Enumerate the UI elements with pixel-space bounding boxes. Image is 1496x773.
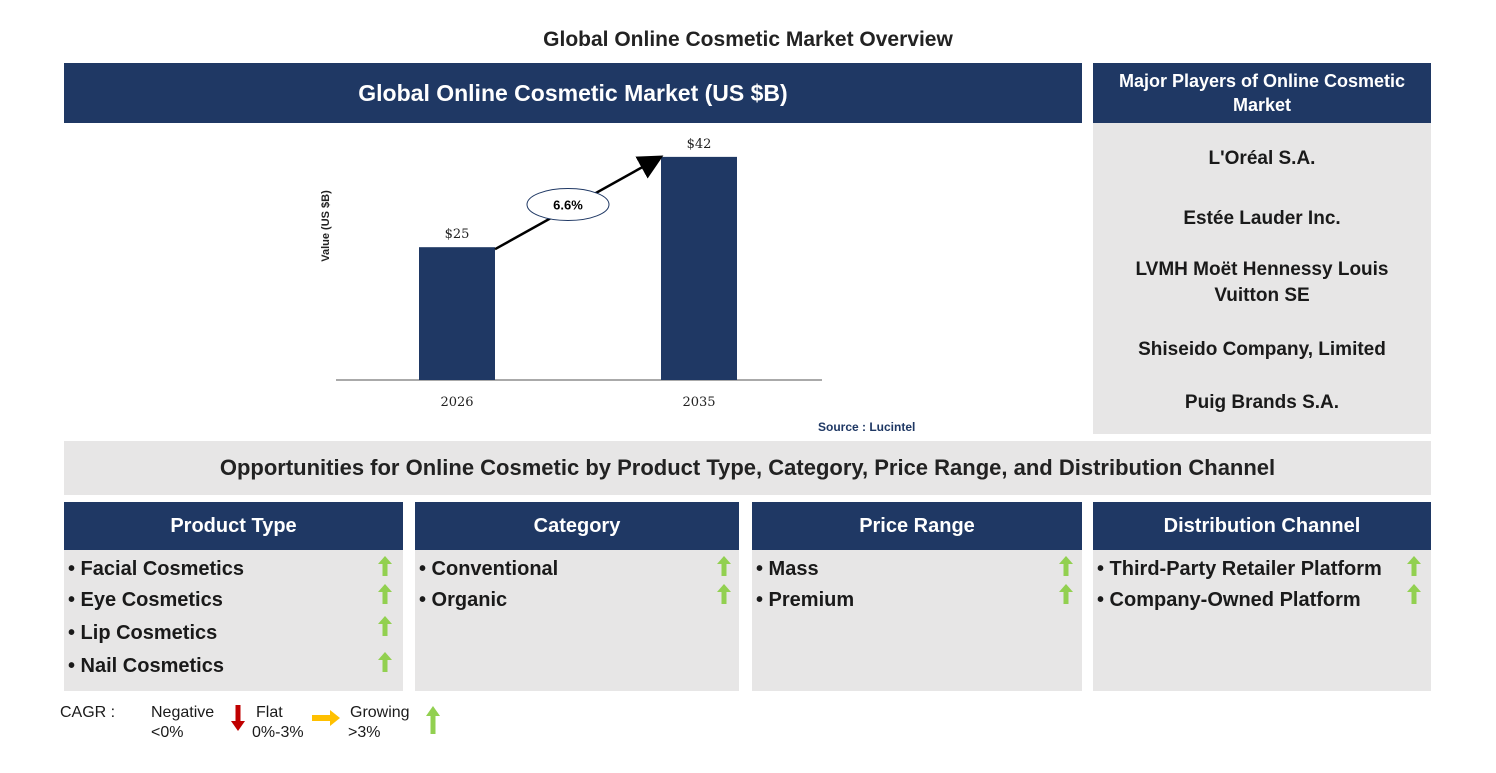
cagr-badge	[526, 188, 610, 222]
flat-arrow-icon	[312, 710, 340, 726]
legend-flat-range: 0%-3%	[252, 724, 304, 741]
legend-growing-range: >3%	[348, 724, 381, 741]
growing-arrow-icon	[378, 616, 392, 636]
segment-panel-price-range: • Mass • Premium	[752, 550, 1082, 691]
segment-header-category: Category	[415, 502, 739, 550]
data-label-2035: $42	[687, 137, 712, 152]
players-panel: L'Oréal S.A. Estée Lauder Inc. LVMH Moët…	[1093, 123, 1431, 434]
legend-cagr-label: CAGR :	[60, 704, 116, 721]
segment-item: • Organic	[419, 589, 508, 611]
segment-panel-distribution-channel: • Third-Party Retailer Platform • Compan…	[1093, 550, 1431, 691]
growing-arrow-icon	[1059, 556, 1073, 576]
legend-negative-range: <0%	[151, 724, 184, 741]
segment-item: • Company-Owned Platform	[1097, 589, 1361, 611]
growing-arrow-icon	[1407, 584, 1421, 604]
segment-header-product-type: Product Type	[64, 502, 403, 550]
segment-header-price-range: Price Range	[752, 502, 1082, 550]
growing-arrow-icon	[717, 556, 731, 576]
growing-arrow-icon	[717, 584, 731, 604]
segment-item: • Premium	[756, 589, 855, 611]
player-item: LVMH Moët Hennessy Louis Vuitton SE	[1135, 259, 1389, 306]
market-bar-chart: Value (US $B) $25 2026 $42 2035 6.6% Source…	[320, 137, 915, 434]
y-axis-label: Value (US $B)	[320, 190, 332, 262]
bar-2026	[419, 247, 495, 380]
growing-arrow-icon	[1059, 584, 1073, 604]
opportunities-banner: Opportunities for Online Cosmetic by Pro…	[64, 441, 1431, 495]
cagr-label: 6.6%	[553, 198, 583, 213]
negative-arrow-icon	[231, 705, 245, 731]
page-title: Global Online Cosmetic Market Overview	[543, 28, 953, 51]
growing-arrow-icon	[1407, 556, 1421, 576]
segment-item: • Nail Cosmetics	[68, 655, 224, 677]
segment-item: • Facial Cosmetics	[68, 558, 244, 580]
source-label: Source : Lucintel	[818, 420, 915, 434]
growing-arrow-icon	[426, 706, 440, 734]
segment-item: • Conventional	[419, 558, 559, 580]
legend-negative-label: Negative	[151, 704, 215, 721]
player-item: Estée Lauder Inc.	[1183, 208, 1341, 229]
bar-2035	[661, 156, 737, 380]
legend-growing-label: Growing	[350, 704, 410, 721]
legend-flat-label: Flat	[256, 704, 283, 721]
player-item: Shiseido Company, Limited	[1138, 339, 1386, 360]
segment-panel-category: • Conventional • Organic	[415, 550, 739, 691]
data-label-2026: $25	[445, 227, 470, 242]
segment-item: • Mass	[756, 558, 819, 580]
growing-arrow-icon	[378, 584, 392, 604]
chart-header: Global Online Cosmetic Market (US $B)	[64, 63, 1082, 123]
growing-arrow-icon	[378, 556, 392, 576]
player-item: L'Oréal S.A.	[1208, 148, 1316, 169]
segment-item: • Lip Cosmetics	[68, 622, 218, 644]
player-item: Puig Brands S.A.	[1184, 392, 1340, 413]
players-header: Major Players of Online Cosmetic Market	[1093, 63, 1431, 123]
x-tick-2026: 2026	[440, 395, 473, 410]
segment-panel-product-type: • Facial Cosmetics • Eye Cosmetics • Lip…	[64, 550, 403, 691]
growing-arrow-icon	[378, 652, 392, 672]
segment-item: • Third-Party Retailer Platform	[1097, 558, 1382, 580]
segment-header-distribution-channel: Distribution Channel	[1093, 502, 1431, 550]
segment-item: • Eye Cosmetics	[68, 589, 223, 611]
x-tick-2035: 2035	[682, 395, 715, 410]
